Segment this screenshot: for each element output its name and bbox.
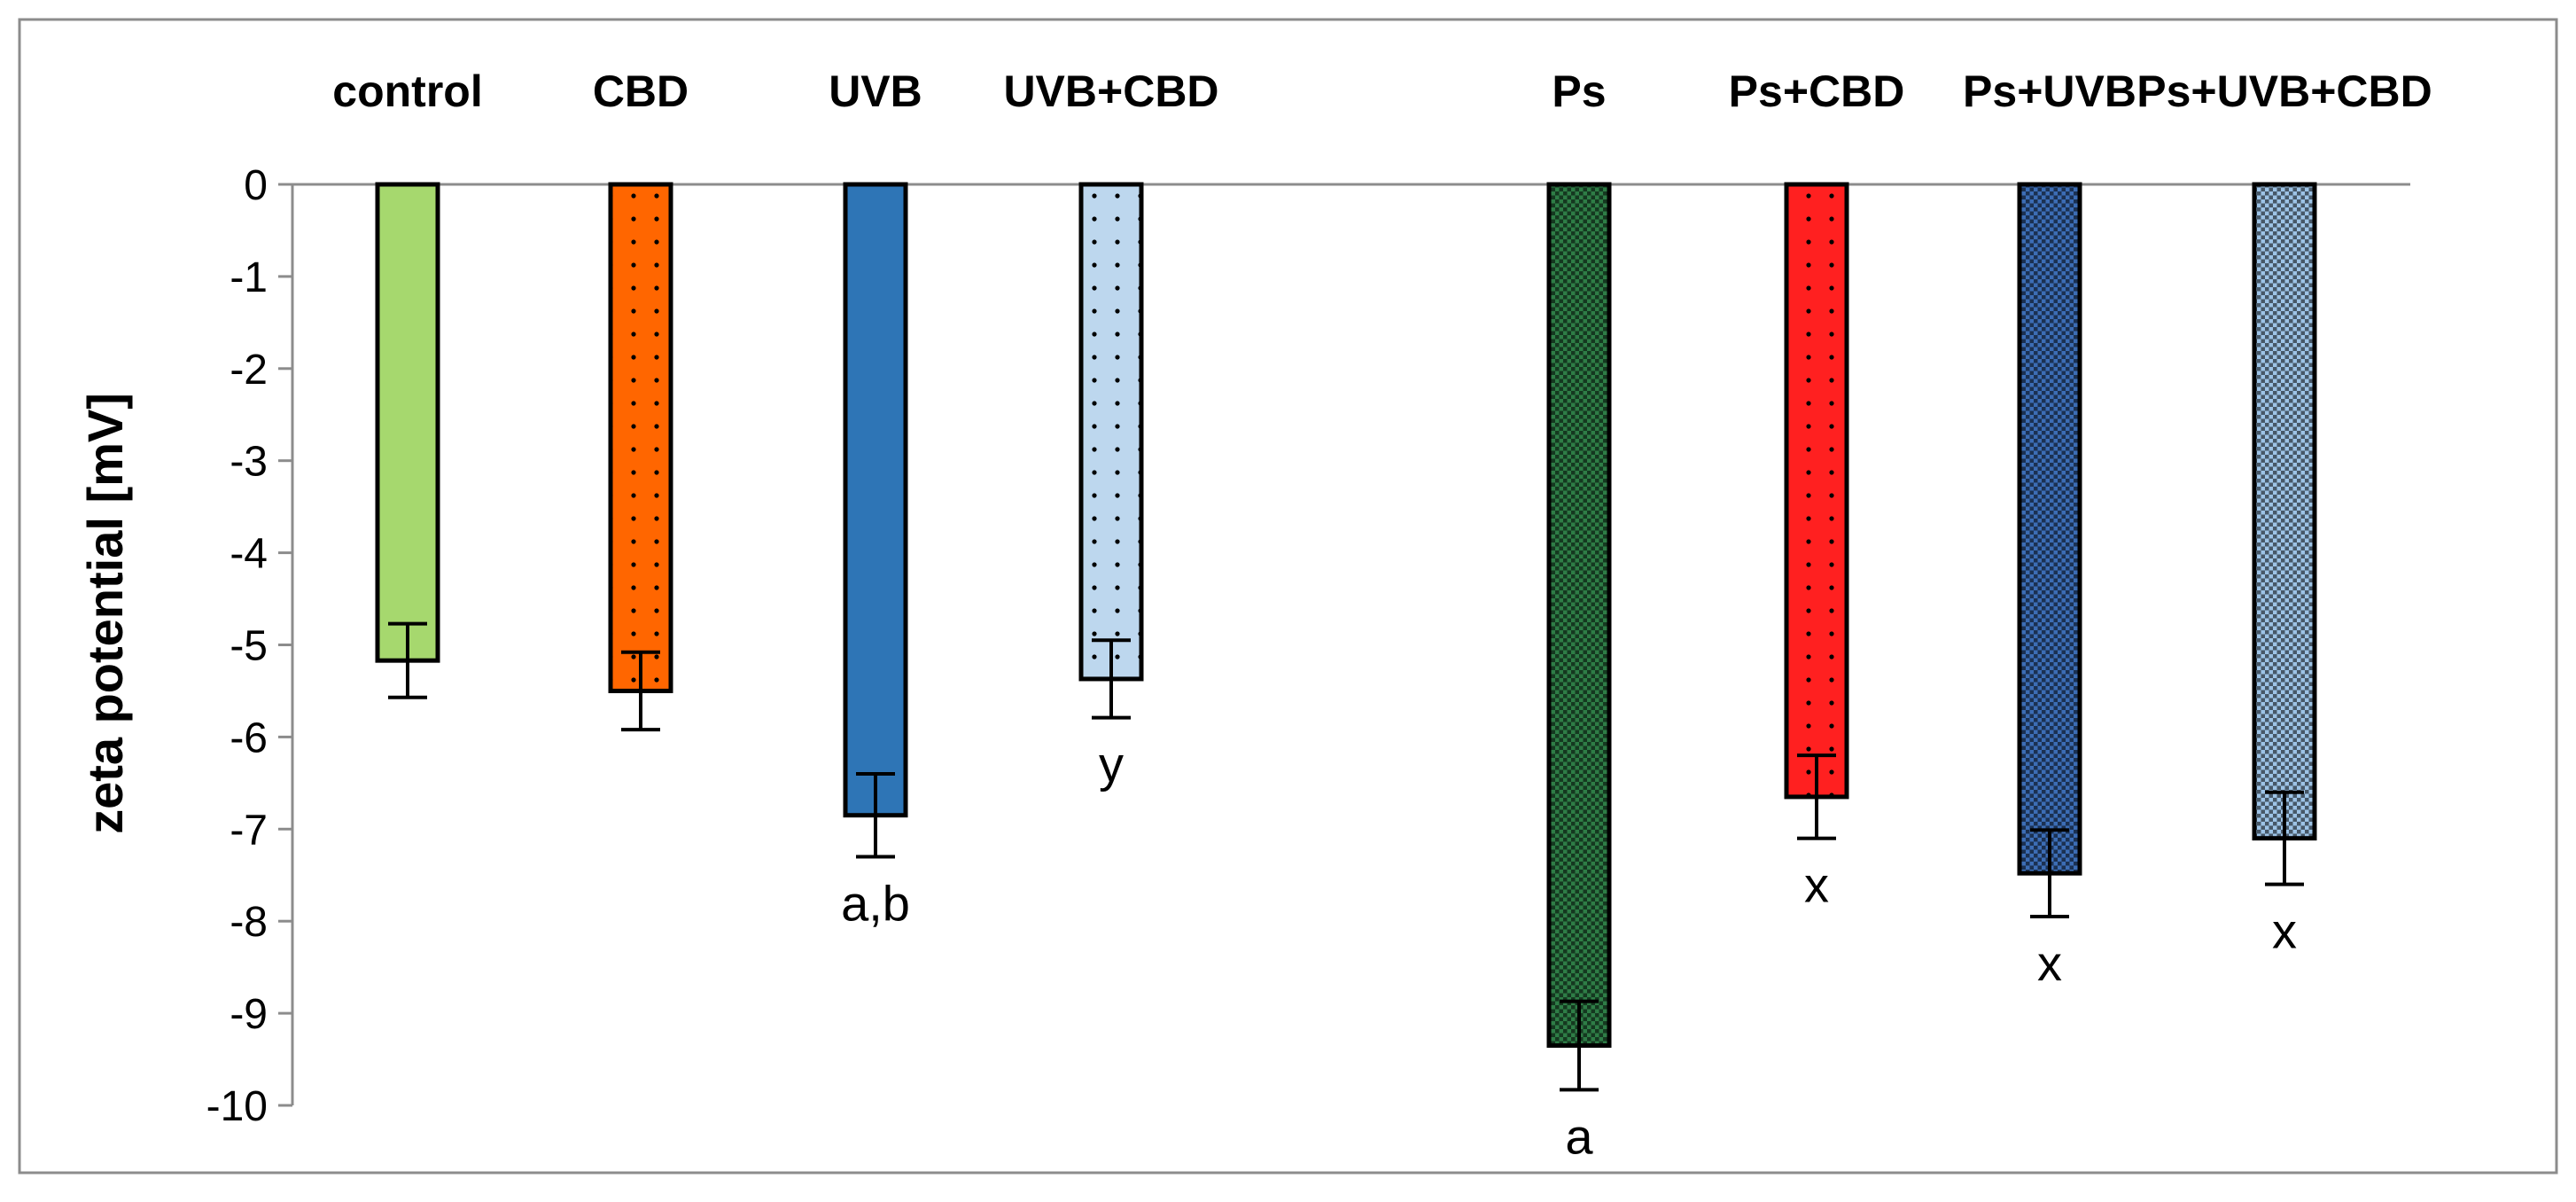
- y-tick-label: -9: [230, 991, 268, 1038]
- category-label: UVB: [829, 66, 922, 116]
- significance-label: a,b: [841, 875, 910, 931]
- y-tick-label: -4: [230, 531, 268, 578]
- y-tick-label: -6: [230, 714, 268, 761]
- category-label: Ps+UVB: [1963, 66, 2136, 116]
- y-tick-label: -10: [206, 1083, 268, 1130]
- bar-pattern: [2020, 184, 2080, 874]
- bar: [377, 184, 438, 661]
- y-axis-title: zeta potential [mV]: [77, 393, 133, 834]
- significance-label: a: [1565, 1108, 1593, 1164]
- significance-label: x: [2037, 935, 2062, 991]
- y-tick-label: -8: [230, 899, 268, 946]
- category-label: Ps+CBD: [1729, 66, 1905, 116]
- category-label: CBD: [593, 66, 689, 116]
- category-label: control: [332, 66, 482, 116]
- y-tick-label: -2: [230, 347, 268, 394]
- y-tick-label: -1: [230, 254, 268, 301]
- bar-pattern: [1549, 184, 1609, 1046]
- category-label: Ps: [1552, 66, 1606, 116]
- y-tick-label: -5: [230, 623, 268, 670]
- category-label: Ps+UVB+CBD: [2136, 66, 2432, 116]
- category-label: UVB+CBD: [1003, 66, 1218, 116]
- y-tick-label: -3: [230, 439, 268, 486]
- significance-label: x: [2272, 903, 2297, 959]
- bar-pattern: [2254, 184, 2315, 839]
- bar-pattern: [1786, 184, 1847, 797]
- y-tick-label: -7: [230, 807, 268, 854]
- significance-label: y: [1099, 737, 1124, 792]
- bar-pattern: [611, 184, 671, 691]
- chart-border: [18, 18, 2558, 1175]
- significance-label: x: [1804, 857, 1829, 913]
- bar-pattern: [1081, 184, 1141, 679]
- y-tick-label: 0: [244, 162, 268, 209]
- bar: [845, 184, 906, 816]
